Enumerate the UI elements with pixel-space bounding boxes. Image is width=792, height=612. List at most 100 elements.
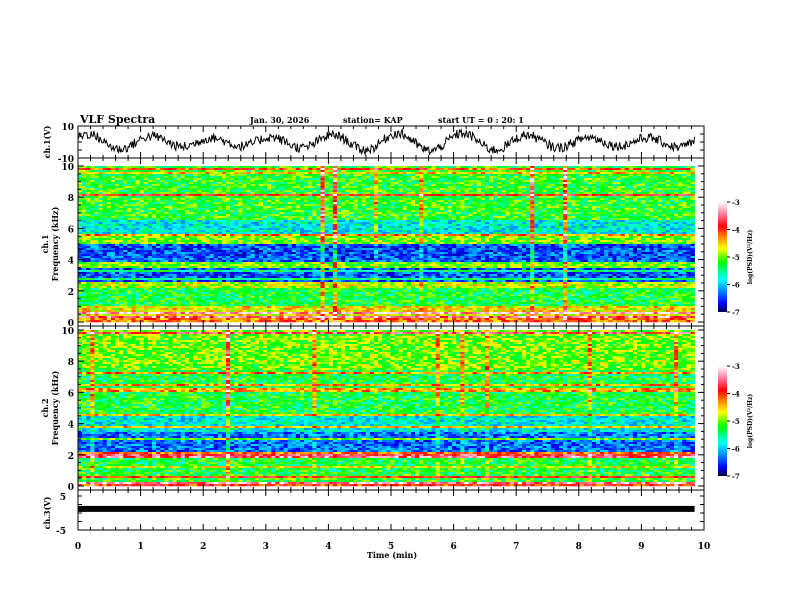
spectrogram-cell: [501, 228, 505, 230]
spectrogram-cell: [123, 208, 127, 210]
spectrogram-cell: [382, 168, 386, 170]
spectrogram-cell: [534, 172, 538, 174]
spectrogram-cell: [255, 168, 259, 170]
spectrogram-cell: [197, 208, 201, 210]
spectrogram-cell: [654, 178, 658, 180]
spectrogram-cell: [551, 206, 555, 208]
spectrogram-cell: [567, 212, 571, 214]
spectrogram-cell: [275, 206, 279, 208]
spectrogram-cell: [349, 230, 353, 232]
spectrogram-cell: [271, 180, 275, 182]
spectrogram-cell: [284, 224, 288, 226]
spectrogram-cell: [218, 202, 222, 204]
spectrogram-cell: [210, 200, 214, 202]
spectrogram-cell: [185, 214, 189, 216]
spectrogram-cell: [247, 214, 251, 216]
spectrogram-cell: [469, 180, 473, 182]
spectrogram-cell: [621, 170, 625, 172]
spectrogram-cell: [641, 224, 645, 226]
spectrogram-cell: [123, 228, 127, 230]
spectrogram-cell: [448, 166, 452, 168]
spectrogram-cell: [617, 182, 621, 184]
spectrogram-cell: [189, 222, 193, 224]
spectrogram-cell: [321, 202, 325, 204]
spectrogram-cell: [674, 226, 678, 228]
spectrogram-cell: [436, 226, 440, 228]
spectrogram-cell: [493, 168, 497, 170]
spectrogram-cell: [473, 212, 477, 214]
spectrogram-cell: [185, 196, 189, 198]
spectrogram-cell: [296, 224, 300, 226]
spectrogram-cell: [107, 220, 111, 222]
spectrogram-cell: [419, 208, 423, 210]
spectrogram-cell: [637, 184, 641, 186]
spectrogram-cell: [654, 222, 658, 224]
spectrogram-cell: [271, 196, 275, 198]
spectrogram-cell: [226, 182, 230, 184]
spectrogram-cell: [588, 224, 592, 226]
spectrogram-cell: [625, 220, 629, 222]
spectrogram-cell: [325, 168, 329, 170]
spectrogram-cell: [407, 226, 411, 228]
spectrogram-cell: [164, 182, 168, 184]
spectrogram-cell: [292, 230, 296, 232]
spectrogram-cell: [152, 206, 156, 208]
spectrogram-cell: [547, 172, 551, 174]
spectrogram-cell: [242, 170, 246, 172]
spectrogram-cell: [501, 170, 505, 172]
spectrogram-cell: [107, 212, 111, 214]
spectrogram-cell: [386, 170, 390, 172]
spectrogram-cell: [641, 184, 645, 186]
spectrogram-cell: [423, 202, 427, 204]
spectrogram-cell: [415, 190, 419, 192]
spectrogram-cell: [164, 212, 168, 214]
spectrogram-cell: [263, 200, 267, 202]
spectrogram-cell: [485, 166, 489, 168]
spectrogram-cell: [555, 186, 559, 188]
spectrogram-cell: [115, 166, 119, 168]
spectrogram-cell: [608, 194, 612, 196]
spectrogram-cell: [604, 168, 608, 170]
spectrogram-cell: [185, 166, 189, 168]
spectrogram-cell: [284, 182, 288, 184]
spectrogram-cell: [99, 196, 103, 198]
spectrogram-cell: [567, 196, 571, 198]
spectrogram-cell: [333, 216, 337, 218]
spectrogram-cell: [374, 168, 378, 170]
spectrogram-cell: [362, 168, 366, 170]
spectrogram-cell: [345, 194, 349, 196]
spectrogram-cell: [621, 194, 625, 196]
spectrogram-cell: [386, 172, 390, 174]
spectrogram-cell: [127, 184, 131, 186]
spectrogram-cell: [460, 170, 464, 172]
spectrogram-cell: [444, 220, 448, 222]
spectrogram-cell: [448, 212, 452, 214]
spectrogram-cell: [386, 166, 390, 168]
spectrogram-cell: [160, 206, 164, 208]
spectrogram-cell: [600, 170, 604, 172]
spectrogram-cell: [148, 218, 152, 220]
spectrogram-cell: [670, 186, 674, 188]
spectrogram-cell: [78, 222, 82, 224]
spectrogram-cell: [538, 192, 542, 194]
spectrogram-cell: [625, 204, 629, 206]
spectrogram-cell: [123, 216, 127, 218]
spectrogram-cell: [621, 226, 625, 228]
spectrogram-cell: [210, 190, 214, 192]
spectrogram-cell: [136, 224, 140, 226]
spectrogram-cell: [547, 222, 551, 224]
spectrogram-cell: [514, 222, 518, 224]
spectrogram-cell: [144, 180, 148, 182]
spectrogram-cell: [621, 200, 625, 202]
spectrogram-cell: [345, 180, 349, 182]
spectrogram-cell: [222, 224, 226, 226]
spectrogram-cell: [119, 172, 123, 174]
spectrogram-cell: [514, 192, 518, 194]
spectrogram-cell: [600, 224, 604, 226]
spectrogram-cell: [682, 188, 686, 190]
spectrogram-cell: [510, 212, 514, 214]
spectrogram-cell: [506, 204, 510, 206]
spectrogram-cell: [185, 202, 189, 204]
spectrogram-cell: [353, 166, 357, 168]
spectrogram-cell: [395, 166, 399, 168]
